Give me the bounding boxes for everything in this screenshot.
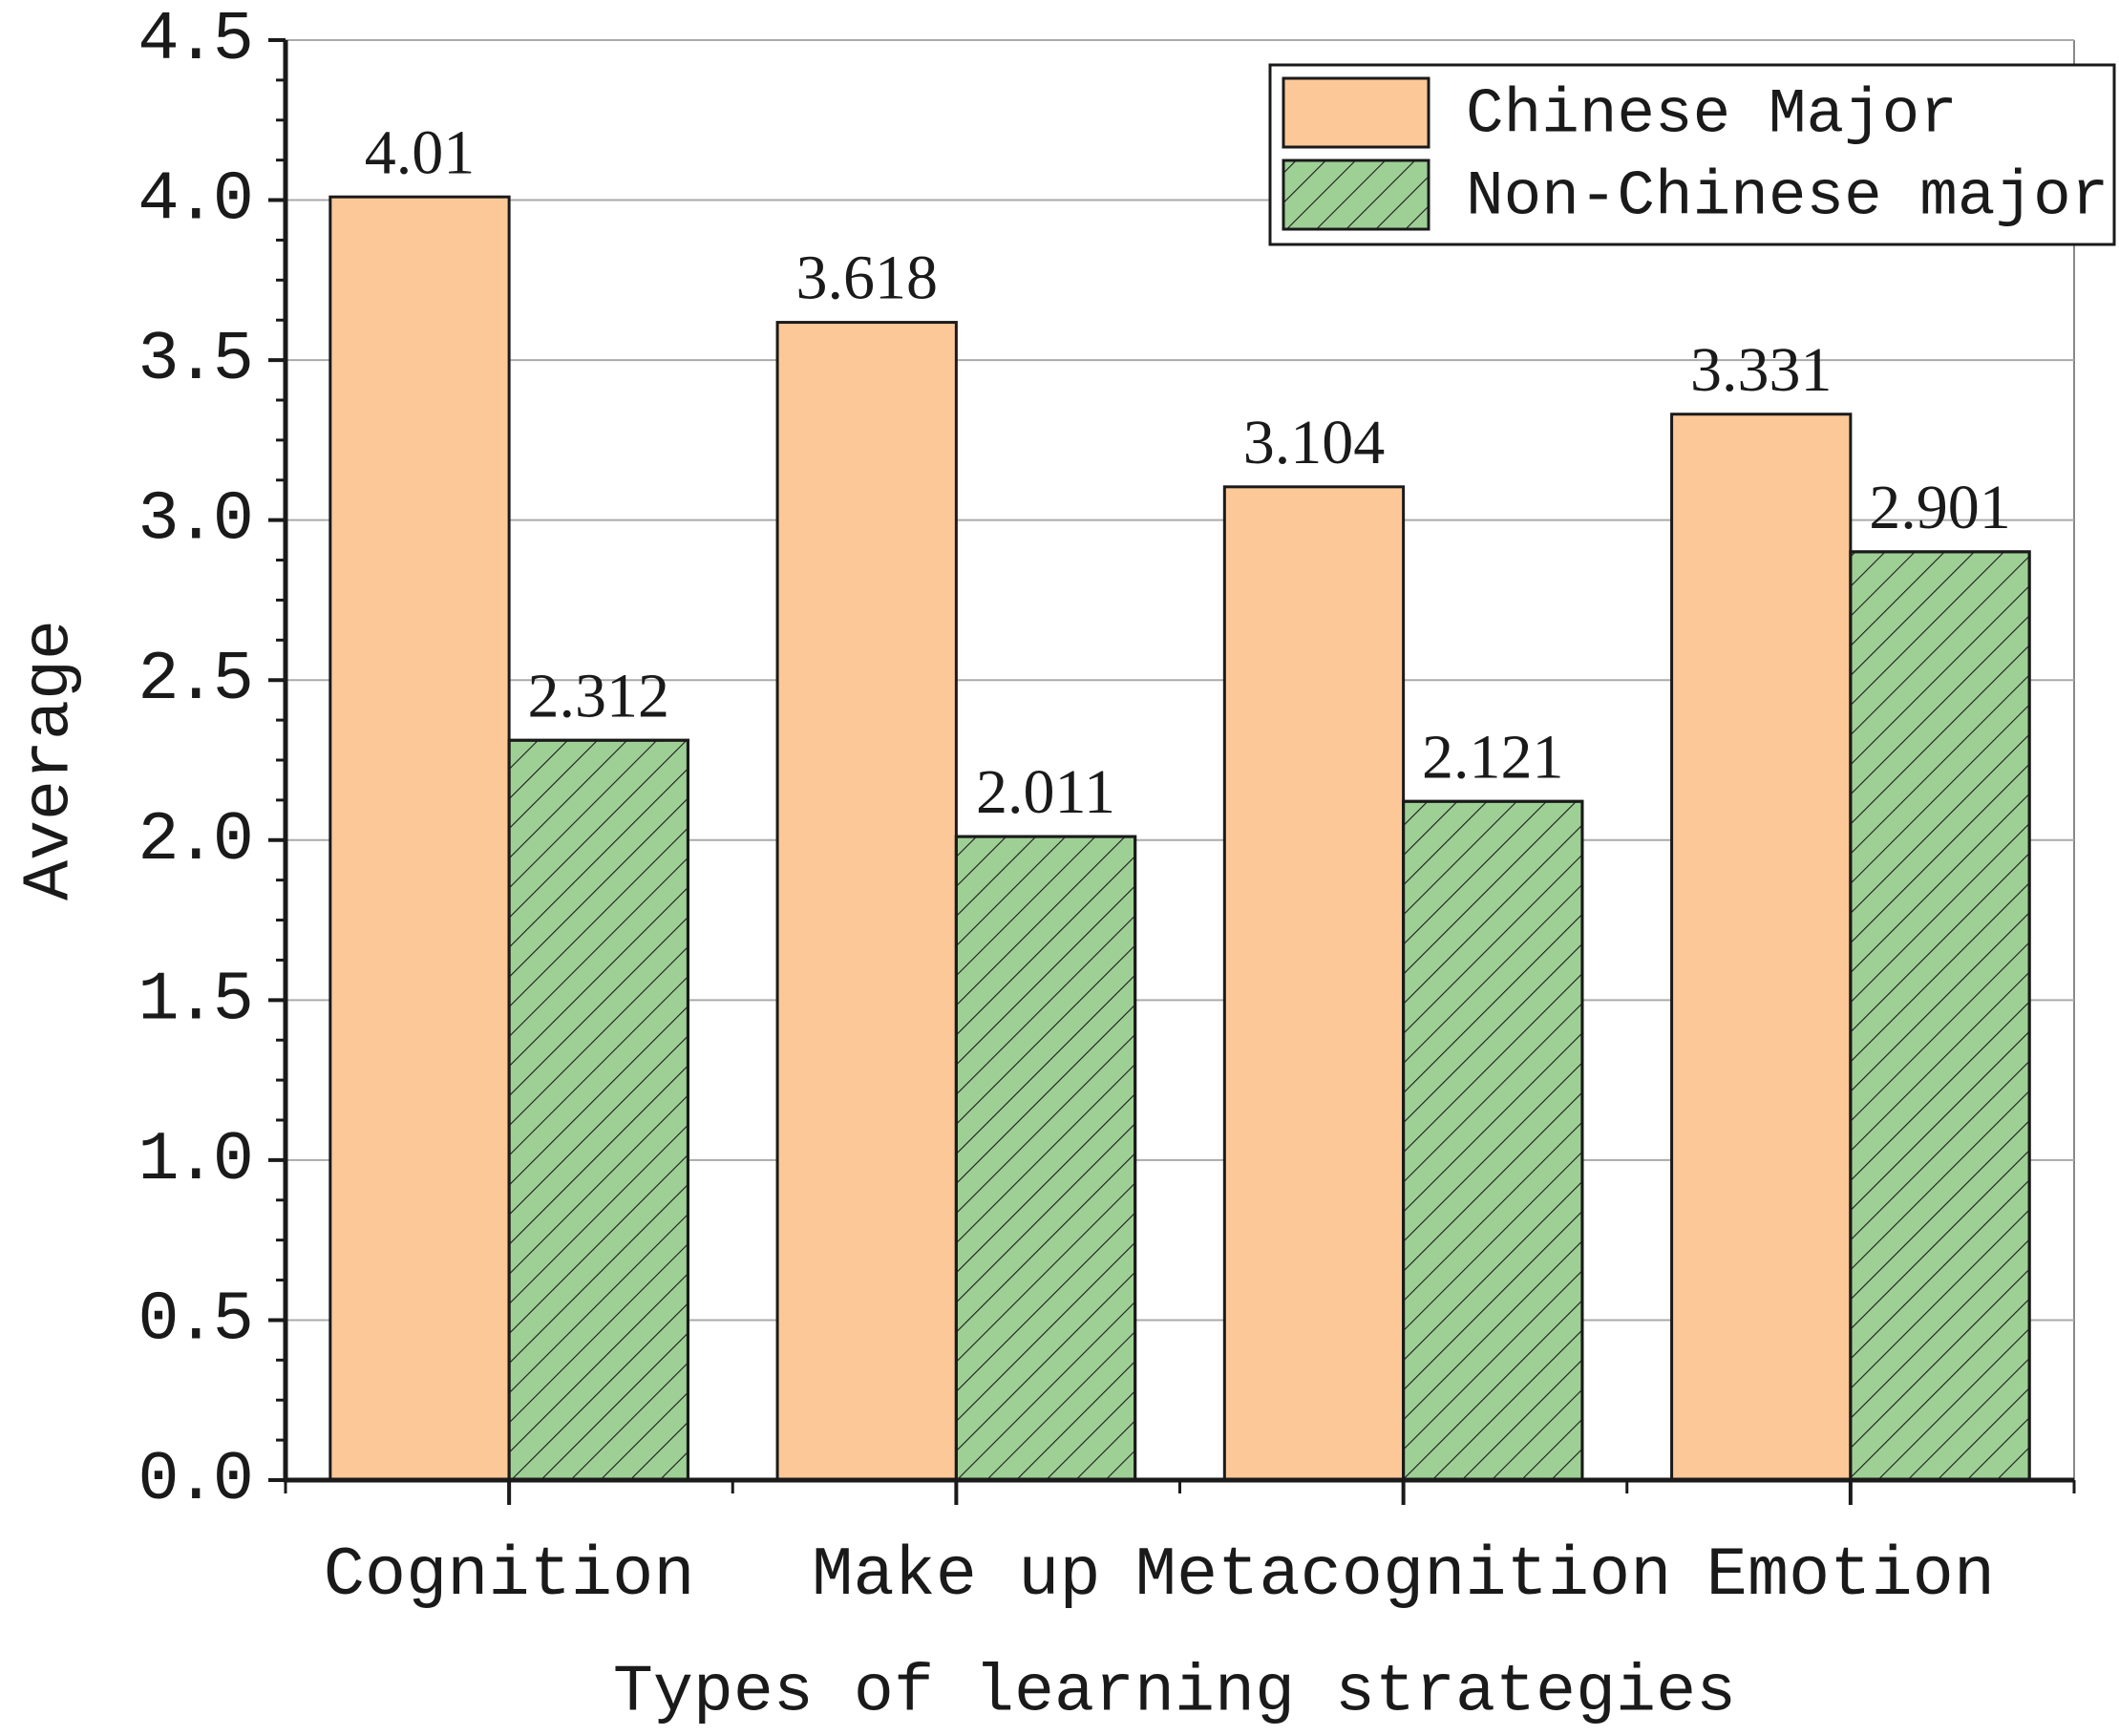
bar-hatch [1402, 799, 1584, 1482]
y-tick-label: 4.0 [138, 161, 250, 240]
y-tick-label: 2.0 [138, 801, 250, 879]
bar [1670, 413, 1853, 1482]
y-tick-label: 2.5 [138, 641, 250, 719]
value-label: 2.011 [976, 757, 1115, 827]
y-tick-label: 3.0 [138, 481, 250, 560]
value-label: 3.618 [795, 243, 938, 313]
bar-hatch [507, 738, 689, 1482]
value-label: 2.312 [528, 661, 670, 730]
x-tick-label: Emotion [1706, 1536, 1995, 1615]
y-axis-title: Average [12, 620, 88, 900]
y-tick-label: 0.5 [138, 1281, 250, 1359]
y-tick-label: 1.5 [138, 961, 250, 1039]
x-axis-title: Types of learning strategies [613, 1655, 1736, 1730]
bar [328, 195, 511, 1482]
bar-hatch [954, 835, 1137, 1482]
legend-label: Non-Chinese major [1466, 160, 2108, 232]
bar-hatch [1849, 550, 2031, 1482]
value-label: 3.331 [1690, 335, 1833, 405]
value-label: 2.901 [1869, 473, 2011, 542]
y-tick-label: 0.0 [138, 1441, 250, 1519]
value-label: 3.104 [1243, 408, 1386, 477]
value-label: 2.121 [1422, 722, 1564, 792]
bar [1222, 485, 1406, 1482]
bar [775, 321, 958, 1482]
value-label: 4.01 [365, 117, 476, 187]
legend-hatch [1282, 159, 1430, 231]
x-tick-label: Cognition [324, 1536, 695, 1615]
y-tick-label: 3.5 [138, 321, 250, 399]
x-tick-label: Make up [812, 1536, 1100, 1615]
y-tick-label: 1.0 [138, 1121, 250, 1199]
legend-label: Chinese Major [1466, 78, 1958, 150]
x-tick-label: Metacognition [1135, 1536, 1672, 1615]
y-tick-label: 4.5 [138, 1, 250, 79]
legend-swatch [1282, 76, 1430, 149]
